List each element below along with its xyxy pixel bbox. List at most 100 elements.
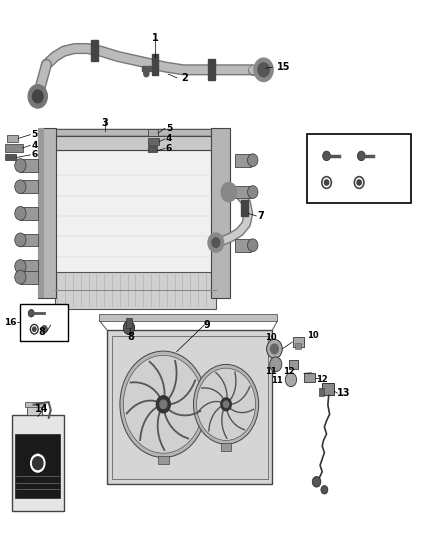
Circle shape <box>15 260 26 273</box>
Bar <box>5 144 22 152</box>
Bar <box>21 271 38 284</box>
Circle shape <box>312 477 321 487</box>
Bar <box>21 304 68 341</box>
Text: 1: 1 <box>152 33 159 43</box>
Circle shape <box>208 233 224 252</box>
Bar <box>126 318 132 328</box>
Bar <box>55 272 216 309</box>
Text: 5: 5 <box>166 124 172 133</box>
Circle shape <box>47 316 59 329</box>
Bar <box>12 415 64 511</box>
Text: 11: 11 <box>265 367 277 376</box>
Circle shape <box>271 344 279 354</box>
Circle shape <box>15 270 26 284</box>
Circle shape <box>357 151 365 161</box>
Text: 4: 4 <box>31 141 38 150</box>
Circle shape <box>247 185 258 198</box>
Bar <box>152 54 159 75</box>
Bar <box>15 434 60 498</box>
Bar <box>21 207 38 220</box>
Bar <box>319 388 325 396</box>
Circle shape <box>270 357 282 372</box>
Bar <box>304 373 315 382</box>
Bar <box>289 360 298 368</box>
Bar <box>241 200 247 216</box>
Circle shape <box>254 58 273 82</box>
Bar <box>107 330 272 484</box>
Circle shape <box>120 351 207 457</box>
Bar <box>27 405 42 415</box>
Circle shape <box>124 356 203 453</box>
Circle shape <box>197 368 256 440</box>
Text: 4: 4 <box>166 134 172 143</box>
Circle shape <box>160 400 167 409</box>
Bar <box>53 136 218 150</box>
Bar <box>235 154 251 166</box>
Text: 5: 5 <box>31 130 38 139</box>
Circle shape <box>144 70 149 77</box>
Circle shape <box>321 486 328 494</box>
Circle shape <box>15 180 26 193</box>
Text: 13: 13 <box>337 388 351 398</box>
Circle shape <box>223 401 229 408</box>
Bar <box>21 159 38 172</box>
Text: 8: 8 <box>39 327 46 337</box>
Bar <box>208 59 215 80</box>
Text: 14: 14 <box>35 404 49 414</box>
Circle shape <box>28 310 34 317</box>
Circle shape <box>267 340 282 359</box>
Text: 6: 6 <box>166 144 172 153</box>
Bar <box>235 239 251 252</box>
Circle shape <box>32 90 43 103</box>
Bar <box>25 402 44 407</box>
Text: 15: 15 <box>277 62 290 72</box>
Circle shape <box>15 159 26 172</box>
Text: 2: 2 <box>181 73 188 83</box>
Text: 9: 9 <box>204 320 211 330</box>
Text: 3: 3 <box>102 118 109 128</box>
Circle shape <box>15 233 26 247</box>
Circle shape <box>285 373 297 386</box>
Text: 16: 16 <box>4 318 16 327</box>
Text: 12: 12 <box>316 375 328 384</box>
Bar <box>50 313 56 322</box>
Text: 11: 11 <box>272 376 283 385</box>
Text: 7: 7 <box>257 211 264 221</box>
Circle shape <box>30 454 46 473</box>
Bar <box>307 134 411 203</box>
Bar <box>99 314 278 321</box>
Text: 12: 12 <box>283 367 295 376</box>
Text: 8: 8 <box>128 332 134 342</box>
Text: 10: 10 <box>265 333 277 342</box>
Circle shape <box>28 85 47 108</box>
Circle shape <box>32 457 43 470</box>
Bar <box>21 180 38 193</box>
Circle shape <box>357 180 361 185</box>
Circle shape <box>124 321 134 335</box>
Bar <box>221 443 231 450</box>
Circle shape <box>156 396 170 413</box>
Circle shape <box>194 365 258 444</box>
Bar <box>148 138 159 146</box>
Bar <box>295 343 301 349</box>
Bar <box>148 130 158 136</box>
Bar <box>21 260 38 273</box>
Text: 6: 6 <box>31 150 38 159</box>
Bar <box>142 66 151 71</box>
Bar <box>55 150 216 288</box>
Bar <box>293 337 304 348</box>
Bar <box>212 128 230 298</box>
Circle shape <box>212 238 220 247</box>
Bar <box>7 135 18 142</box>
Bar <box>112 336 268 479</box>
Circle shape <box>325 180 329 185</box>
Bar <box>158 456 169 464</box>
Polygon shape <box>46 130 218 136</box>
Bar <box>148 147 157 152</box>
Bar <box>5 155 16 160</box>
Circle shape <box>221 182 237 201</box>
Circle shape <box>323 151 330 161</box>
Circle shape <box>15 206 26 220</box>
Circle shape <box>247 154 258 166</box>
Bar <box>235 185 251 198</box>
